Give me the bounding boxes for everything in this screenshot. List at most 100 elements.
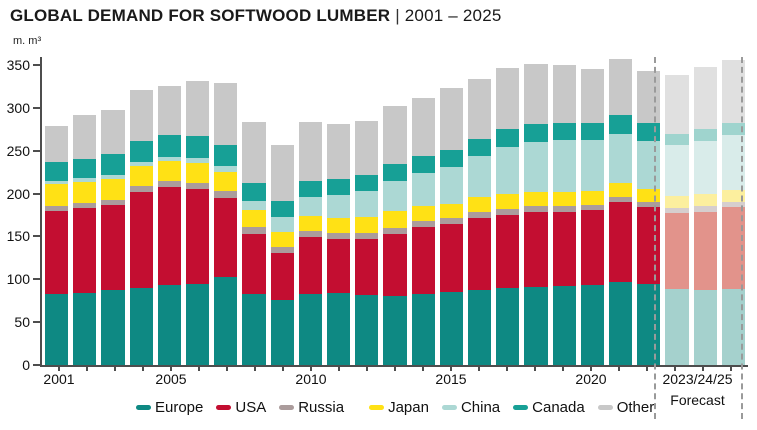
segment-japan-2011 — [327, 217, 351, 233]
x-tick-label-2005: 2005 — [155, 371, 187, 387]
segment-other-2007 — [214, 82, 238, 145]
segment-other-2006 — [186, 80, 210, 137]
segment-japan-2024 — [693, 194, 717, 207]
segment-other-2012 — [355, 120, 379, 175]
bar-2024 — [693, 66, 717, 365]
bar-2019 — [552, 65, 576, 365]
segment-russia-2003 — [101, 199, 125, 205]
segment-other-2021 — [609, 59, 633, 115]
segment-russia-2002 — [73, 203, 97, 209]
segment-china-2020 — [580, 139, 605, 192]
segment-usa-2001 — [45, 210, 69, 294]
x-axis-tick — [506, 366, 508, 371]
legend-item-usa: USA — [216, 399, 266, 416]
y-tick-label: 100 — [6, 271, 30, 288]
legend-label: USA — [235, 399, 267, 416]
segment-canada-2020 — [580, 122, 605, 140]
x-axis-tick — [478, 366, 480, 371]
segment-china-2008 — [242, 201, 266, 210]
segment-other-2002 — [73, 114, 97, 159]
title-separator: | — [395, 6, 400, 25]
segment-russia-2025 — [721, 202, 746, 208]
segment-europe-2001 — [45, 293, 69, 365]
segment-usa-2007 — [214, 197, 238, 277]
bar-2010 — [298, 122, 323, 365]
legend-label: Japan — [388, 399, 429, 416]
x-tick-label-2010: 2010 — [295, 371, 327, 387]
x-axis-tick — [58, 366, 60, 371]
segment-usa-2009 — [270, 252, 294, 300]
segment-other-2020 — [580, 68, 605, 123]
segment-usa-2023 — [665, 213, 689, 289]
segment-usa-2018 — [524, 212, 548, 287]
bar-2013 — [383, 106, 407, 365]
segment-europe-2017 — [496, 287, 520, 365]
segment-china-2018 — [524, 142, 548, 192]
segment-europe-2025 — [721, 288, 746, 365]
segment-japan-2008 — [242, 209, 266, 228]
segment-japan-2016 — [468, 196, 492, 212]
segment-europe-2010 — [298, 293, 323, 365]
x-axis-tick — [534, 366, 536, 371]
segment-russia-2009 — [270, 246, 294, 253]
segment-other-2005 — [157, 86, 182, 136]
y-axis-tick — [33, 321, 40, 324]
x-axis-tick — [170, 366, 172, 371]
y-tick-label: 300 — [6, 99, 30, 116]
segment-russia-2005 — [157, 180, 182, 187]
segment-usa-2021 — [609, 202, 633, 282]
segment-russia-2013 — [383, 227, 407, 234]
x-axis-tick — [114, 366, 116, 371]
segment-europe-2016 — [468, 290, 492, 365]
segment-china-2004 — [129, 161, 153, 167]
segment-europe-2024 — [693, 290, 717, 365]
segment-china-2002 — [73, 178, 97, 182]
segment-other-2016 — [468, 78, 492, 139]
segment-other-2023 — [665, 75, 689, 134]
bar-2005 — [157, 86, 182, 365]
y-axis-unit-label: m. m³ — [13, 35, 42, 47]
legend-item-russia: Russia — [279, 399, 344, 416]
y-axis-tick — [33, 149, 40, 152]
segment-russia-2007 — [214, 190, 238, 198]
legend-swatch-russia — [279, 405, 295, 410]
segment-usa-2005 — [157, 186, 182, 286]
x-axis-tick — [310, 366, 312, 371]
segment-canada-2003 — [101, 154, 125, 175]
segment-japan-2018 — [524, 191, 548, 207]
segment-other-2017 — [496, 67, 520, 130]
x-axis-tick — [618, 366, 620, 371]
segment-other-2015 — [439, 88, 464, 150]
y-axis-tick — [33, 106, 40, 109]
x-axis-tick — [366, 366, 368, 371]
segment-europe-2009 — [270, 299, 294, 365]
segment-japan-2023 — [665, 196, 689, 209]
segment-usa-2003 — [101, 204, 125, 291]
segment-usa-2011 — [327, 239, 351, 293]
legend-swatch-china — [441, 405, 457, 410]
bar-2018 — [524, 64, 548, 365]
segment-canada-2014 — [411, 155, 435, 174]
y-axis-tick — [33, 278, 40, 281]
legend-item-canada: Canada — [513, 399, 585, 416]
segment-china-2012 — [355, 191, 379, 217]
segment-europe-2006 — [186, 284, 210, 365]
segment-japan-2017 — [496, 194, 520, 210]
segment-usa-2014 — [411, 227, 435, 294]
legend-label: Canada — [532, 399, 585, 416]
segment-usa-2015 — [439, 224, 464, 293]
segment-japan-2006 — [186, 162, 210, 184]
segment-japan-2022 — [637, 188, 661, 203]
segment-usa-2020 — [580, 209, 605, 286]
segment-europe-2002 — [73, 293, 97, 365]
segment-china-2017 — [496, 147, 520, 195]
title-main: GLOBAL DEMAND FOR SOFTWOOD LUMBER — [10, 6, 391, 25]
x-tick-label-2020: 2020 — [575, 371, 607, 387]
plot-area — [45, 57, 746, 365]
segment-canada-2012 — [355, 174, 379, 192]
segment-other-2025 — [721, 59, 746, 124]
forecast-dashed-line-left — [654, 57, 656, 419]
segment-canada-2024 — [693, 129, 717, 142]
segment-china-2015 — [439, 166, 464, 204]
x-axis-tick — [590, 366, 592, 371]
